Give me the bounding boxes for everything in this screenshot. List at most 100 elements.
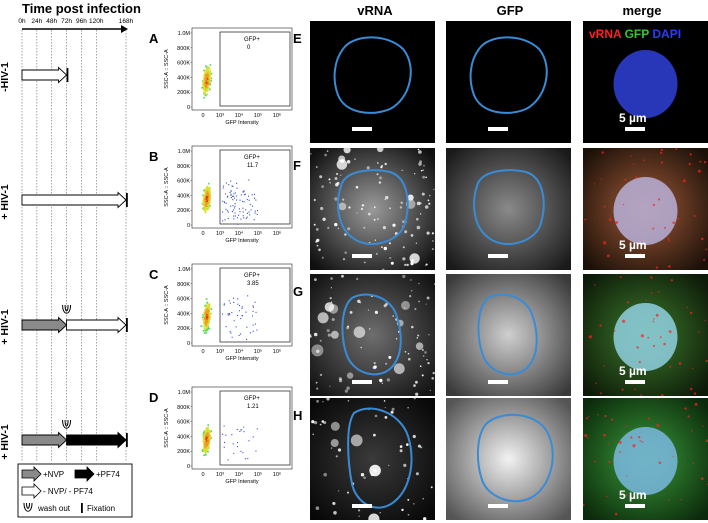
merge-vrna-spot: [684, 407, 687, 410]
flow-event-dot: [207, 328, 209, 330]
flow-y-tick-label: 800K: [177, 282, 190, 288]
vrna-spot: [432, 371, 435, 375]
flow-gfp-event-dot: [233, 195, 235, 197]
vrna-spot: [317, 312, 329, 324]
merge-vrna-spot: [634, 388, 637, 390]
flow-event-dot: [203, 195, 205, 197]
flow-event-dot: [203, 85, 206, 88]
vrna-spot: [359, 301, 362, 304]
vrna-spot: [376, 148, 384, 153]
vrna-spot: [366, 166, 370, 170]
merge-vrna-spot: [588, 335, 592, 339]
flow-gfp-event-dot: [243, 217, 245, 219]
scale-bar: [352, 254, 372, 258]
flow-event-dot: [204, 435, 207, 437]
panel-letter-g: G: [293, 284, 304, 299]
scale-bar: [625, 504, 645, 508]
merge-vrna-spot: [680, 498, 683, 501]
vrna-spot: [349, 311, 353, 314]
flow-y-tick-label: 400K: [177, 311, 190, 317]
flow-event-dot: [207, 198, 210, 200]
vrna-spot: [326, 329, 330, 333]
flow-event-dot: [204, 438, 207, 440]
flow-event-dot: [203, 447, 206, 450]
merge-vrna-spot: [594, 284, 596, 286]
flow-event-dot: [202, 329, 205, 332]
flow-event-dot: [209, 75, 211, 78]
flow-event-dot: [206, 197, 208, 200]
condition-label: -HIV-1: [0, 62, 11, 92]
flow-event-dot: [203, 449, 206, 451]
micrograph-canvas: [446, 274, 571, 396]
flow-event-dot: [203, 202, 205, 205]
vrna-spot: [429, 389, 431, 391]
vrna-spot: [413, 503, 415, 505]
flow-x-tick-label: 0: [201, 113, 204, 119]
flow-y-tick-label: 0: [187, 105, 190, 111]
merge-vrna-spot: [603, 433, 606, 437]
flow-gfp-event-dot: [230, 205, 232, 207]
micrograph-vrna-h: [310, 398, 435, 520]
flow-event-dot: [206, 427, 208, 429]
micrograph-merge-f: 5 µm: [583, 148, 708, 270]
merge-vrna-spot: [650, 276, 653, 279]
merge-vrna-spot: [701, 425, 704, 427]
vrna-spot: [427, 199, 430, 202]
flow-event-dot: [206, 80, 209, 82]
micrograph-merge-e: 5 µm vRNA GFP DAPI: [583, 21, 708, 143]
vrna-spot: [321, 185, 324, 188]
vrna-spot: [363, 476, 366, 479]
flow-event-dot: [204, 83, 206, 85]
flow-event-dot: [203, 87, 205, 89]
flow-gfp-event-dot: [233, 218, 235, 220]
merge-vrna-spot: [686, 306, 689, 309]
vrna-spot: [322, 400, 324, 403]
flow-gfp-event-dot: [245, 311, 247, 313]
flow-y-tick-label: 0: [187, 223, 190, 229]
vrna-spot: [319, 175, 323, 179]
vrna-spot: [384, 162, 387, 166]
flow-gfp-event-dot: [231, 211, 233, 213]
flow-event-dot: [203, 448, 206, 451]
vrna-spot: [342, 258, 346, 261]
fixation-mark: [126, 433, 128, 447]
flow-gate: [219, 267, 291, 343]
flow-event-dot: [203, 84, 205, 87]
flow-y-tick-label: 1.0M: [178, 267, 191, 273]
flow-event-dot: [209, 70, 211, 72]
flow-gfp-event-dot: [254, 212, 256, 214]
flow-event-dot: [208, 188, 210, 190]
vrna-spot: [402, 257, 406, 261]
flow-gfp-event-dot: [227, 195, 229, 197]
flow-event-dot: [206, 75, 208, 77]
vrna-spot: [392, 223, 396, 227]
fixation-mark: [126, 193, 128, 207]
flow-event-dot: [204, 318, 207, 320]
flow-event-dot: [202, 198, 205, 200]
flow-event-dot: [205, 321, 208, 324]
flow-x-tick-label: 10⁴: [235, 471, 244, 478]
flow-event-dot: [206, 196, 208, 199]
flow-event-dot: [206, 328, 208, 331]
vrna-spot: [313, 278, 317, 282]
flow-event-dot: [203, 314, 206, 316]
flow-event-dot: [208, 200, 210, 203]
flow-x-tick-label: 10³: [216, 349, 224, 355]
vrna-spot: [407, 194, 414, 201]
merge-vrna-spot: [597, 414, 599, 416]
flow-gfp-event-dot: [232, 205, 234, 207]
flow-event-dot: [201, 87, 203, 89]
condition-label: + HIV-1: [0, 424, 11, 459]
flow-event-dot: [203, 443, 205, 446]
merge-vrna-spot: [705, 248, 708, 251]
vrna-spot: [382, 268, 385, 270]
vrna-spot: [416, 217, 419, 221]
flow-event-dot: [205, 433, 208, 435]
micrograph-canvas: [310, 148, 435, 270]
micrograph-canvas: [310, 398, 435, 520]
vrna-spot: [310, 153, 312, 155]
flow-gfp-event-dot: [237, 303, 239, 305]
vrna-spot: [341, 274, 344, 278]
flow-gfp-event-dot: [229, 314, 231, 316]
merge-vrna-spot: [652, 227, 655, 230]
